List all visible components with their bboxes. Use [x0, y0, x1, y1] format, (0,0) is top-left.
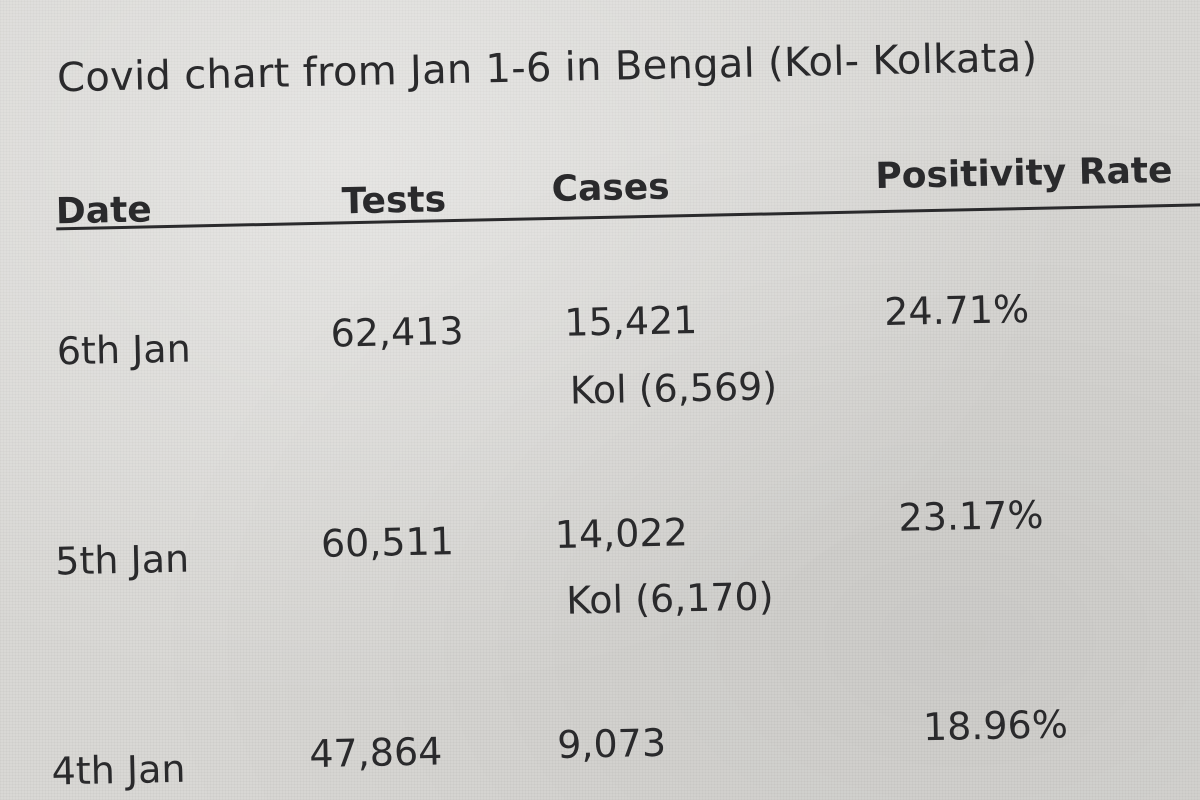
row-kolkata-cases: Kol (6,569) [569, 364, 778, 413]
row-cases: 14,022 [554, 510, 689, 557]
header-tests: Tests [341, 179, 447, 223]
row-date: 5th Jan [54, 536, 190, 584]
row-positivity-rate: 24.71% [883, 286, 1030, 335]
row-date: 4th Jan [51, 746, 186, 794]
row-date: 6th Jan [56, 326, 192, 374]
row-kolkata-cases: Kol (6,170) [565, 574, 774, 623]
row-cases: 15,421 [563, 297, 698, 345]
row-positivity-rate: 23.17% [898, 492, 1044, 540]
row-cases: 9,073 [556, 720, 667, 767]
table-row: 6th Jan 62,413 15,421 Kol (6,569) 24.71% [0, 0, 1191, 413]
header-positivity-rate: Positivity Rate [874, 149, 1173, 198]
row-positivity-rate: 18.96% [922, 702, 1069, 750]
document-title: Covid chart from Jan 1-6 in Bengal (Kol-… [56, 34, 1038, 102]
header-cases: Cases [551, 166, 670, 210]
row-tests: 47,864 [308, 729, 443, 777]
row-tests: 60,511 [320, 519, 455, 566]
table-row: 5th Jan 60,511 14,022 Kol (6,170) 23.17% [0, 0, 1191, 623]
row-tests: 62,413 [330, 308, 464, 356]
